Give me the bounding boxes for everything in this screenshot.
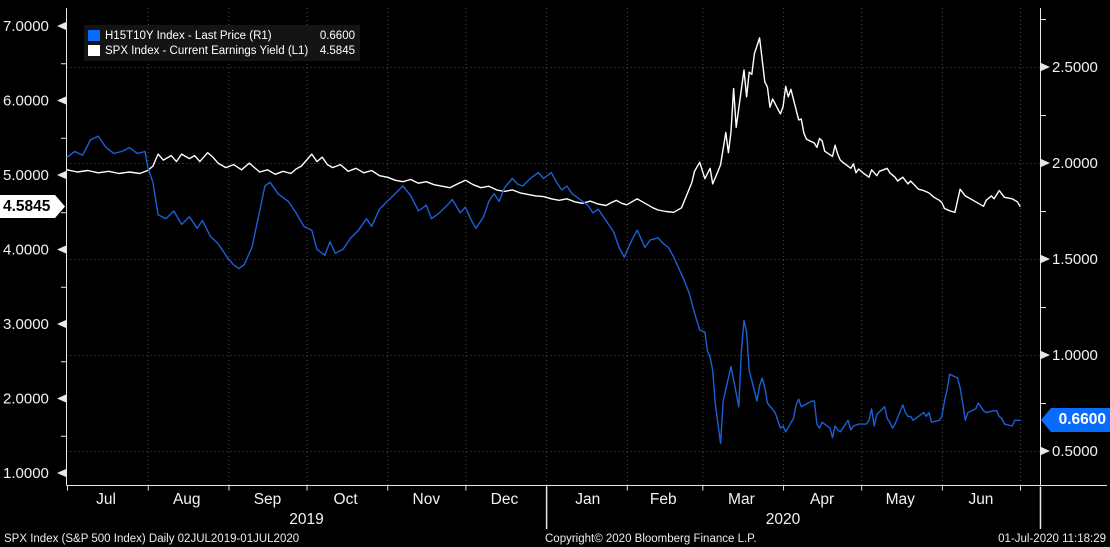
legend-value: 4.5845	[319, 44, 355, 57]
chart-legend: H15T10Y Index - Last Price (R1) 0.6600 S…	[84, 25, 360, 61]
spx-last-value-badge: 4.5845	[0, 195, 65, 218]
left-axis-tick-arrow	[57, 320, 66, 328]
left-axis-tick-label: 2.0000	[3, 391, 49, 408]
right-axis-tick-label: 1.5000	[1052, 251, 1098, 268]
month-label: May	[886, 491, 916, 508]
left-axis-tick-arrow	[57, 171, 66, 179]
year-label: 2020	[766, 511, 801, 528]
right-axis-tick-label: 2.5000	[1052, 59, 1098, 76]
left-axis-tick-label: 5.0000	[3, 167, 49, 184]
right-axis-tick-arrow	[1041, 63, 1050, 71]
legend-label: H15T10Y Index - Last Price (R1)	[105, 29, 272, 42]
left-axis-tick-arrow	[57, 22, 66, 30]
right-axis-tick-label: 2.0000	[1052, 155, 1098, 172]
month-label: Apr	[810, 491, 834, 508]
copyright-text: Copyright© 2020 Bloomberg Finance L.P.	[545, 533, 757, 545]
left-axis-tick-label: 6.0000	[3, 93, 49, 110]
left-axis-tick-arrow	[57, 96, 66, 105]
right-axis-tick-arrow	[1041, 159, 1050, 167]
right-axis-tick-arrow	[1041, 255, 1050, 263]
month-label: Jul	[96, 491, 116, 508]
month-label: Nov	[413, 491, 441, 508]
right-axis-tick-arrow	[1041, 447, 1050, 455]
timestamp: 01-Jul-2020 11:18:29	[998, 533, 1106, 545]
series-line-h15t10y	[66, 135, 1021, 444]
month-label: Feb	[650, 491, 677, 508]
left-axis-tick-arrow	[57, 245, 66, 254]
status-bar: SPX Index (S&P 500 Index) Daily 02JUL201…	[0, 530, 1110, 547]
month-label: Mar	[728, 491, 755, 508]
legend-value: 0.6600	[319, 29, 355, 42]
left-axis-tick-arrow	[57, 469, 66, 477]
month-label: Jan	[575, 491, 600, 508]
month-label: Oct	[334, 491, 359, 508]
month-label: Dec	[491, 491, 519, 508]
month-label: Aug	[173, 491, 201, 508]
left-axis-tick-label: 1.0000	[3, 465, 49, 482]
left-axis-tick-arrow	[57, 394, 66, 403]
month-label: Jun	[968, 491, 993, 508]
legend-item-h15t10y[interactable]: H15T10Y Index - Last Price (R1) 0.6600	[88, 28, 355, 43]
security-description: SPX Index (S&P 500 Index) Daily 02JUL201…	[4, 533, 300, 545]
series-line-spx-earnings-yield	[66, 37, 1021, 214]
spx-swatch-icon	[88, 45, 100, 56]
month-label: Sep	[254, 491, 282, 508]
h15t10y-swatch-icon	[88, 30, 100, 41]
left-axis-tick-label: 3.0000	[3, 316, 49, 333]
h15t10y-last-value-badge: 0.6600	[1041, 408, 1110, 432]
legend-item-spx[interactable]: SPX Index - Current Earnings Yield (L1) …	[88, 43, 355, 58]
right-axis-tick-label: 0.5000	[1052, 443, 1098, 460]
left-axis-tick-label: 7.0000	[3, 18, 49, 35]
right-axis-tick-arrow	[1041, 351, 1050, 359]
chart-plot-area[interactable]: 7.0000 6.0000 5.0000 4.0000 3.0000 2.0000 1.00…	[0, 0, 1110, 530]
legend-label: SPX Index - Current Earnings Yield (L1)	[105, 44, 309, 57]
left-axis-tick-label: 4.0000	[3, 242, 49, 259]
year-label: 2019	[289, 511, 323, 528]
right-axis-tick-label: 1.0000	[1052, 347, 1098, 364]
